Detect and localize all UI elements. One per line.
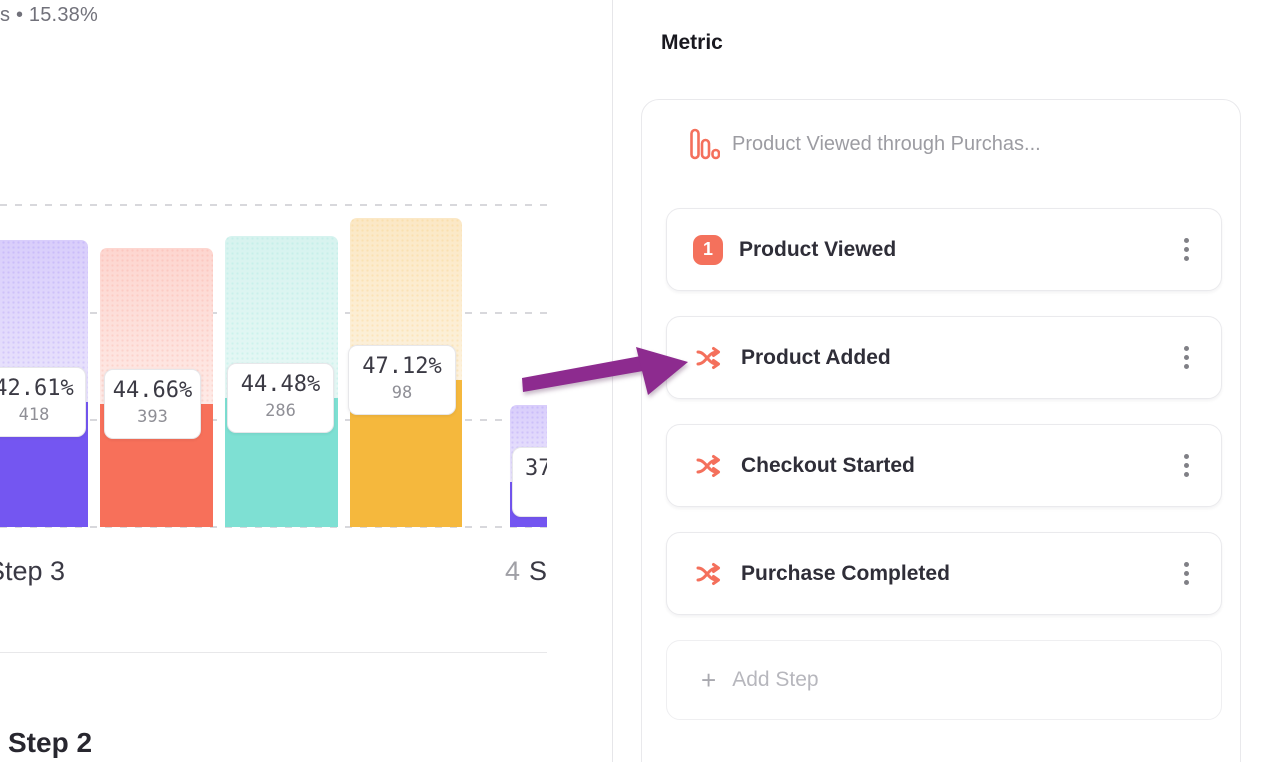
bar-percent: 42.61% bbox=[0, 376, 74, 401]
shuffle-icon bbox=[696, 346, 720, 369]
x-axis-label-step3: Step 3 bbox=[0, 556, 66, 586]
gridline bbox=[0, 526, 547, 528]
step-label: Product Viewed bbox=[739, 237, 897, 261]
bar-count: 286 bbox=[265, 401, 296, 421]
bar-count: 98 bbox=[391, 383, 413, 403]
panel-title: Metric bbox=[661, 31, 723, 54]
bar-count: 393 bbox=[137, 407, 168, 427]
metric-card: Product Viewed through Purchas... 1 Prod… bbox=[641, 99, 1241, 762]
shuffle-icon bbox=[696, 562, 720, 585]
bar-value-label: 42.61% 418 bbox=[0, 367, 86, 437]
bar-percent: 47.12% bbox=[362, 354, 442, 379]
add-step-button[interactable]: + Add Step bbox=[666, 640, 1222, 720]
x-axis-label-step4: 4Step 4 bbox=[505, 556, 547, 586]
step-row-product-added[interactable]: Product Added bbox=[666, 316, 1222, 399]
plus-icon: + bbox=[701, 665, 717, 695]
gridline bbox=[0, 204, 547, 206]
step-menu-kebab-icon[interactable] bbox=[1177, 346, 1195, 369]
section-divider bbox=[0, 652, 547, 653]
step-label: Product Added bbox=[741, 345, 891, 369]
step-label: Purchase Completed bbox=[741, 561, 950, 585]
funnel-histogram-icon bbox=[690, 128, 720, 160]
bar-percent: 37 bbox=[525, 456, 547, 481]
bar-percent: 44.66% bbox=[112, 378, 193, 403]
metric-panel: Metric Product Viewed through Purchas...… bbox=[612, 0, 1264, 762]
step-number-badge: 1 bbox=[693, 234, 723, 265]
bar-value-label: 47.12% 98 bbox=[348, 345, 456, 415]
step-label: Checkout Started bbox=[741, 453, 915, 477]
bottom-section-heading: Step 2 bbox=[8, 727, 93, 758]
step-menu-kebab-icon[interactable] bbox=[1177, 562, 1195, 585]
bar-value-label: 44.66% 393 bbox=[104, 369, 201, 439]
shuffle-icon bbox=[696, 454, 720, 477]
bar-value-label: 44.48% 286 bbox=[227, 363, 334, 433]
annotation-arrow bbox=[522, 347, 688, 395]
conversion-stat-fragment: s • 15.38% bbox=[0, 4, 98, 26]
step-row-purchase-completed[interactable]: Purchase Completed bbox=[666, 532, 1222, 615]
funnel-chart: s • 15.38% 42.61% 418 44.66% 393 44.48% … bbox=[0, 0, 547, 762]
bar-value-label: 37 bbox=[512, 447, 547, 517]
bar-percent: 44.48% bbox=[240, 372, 321, 397]
step-menu-kebab-icon[interactable] bbox=[1177, 238, 1195, 261]
metric-card-header[interactable]: Product Viewed through Purchas... bbox=[642, 100, 1240, 188]
step-row-checkout-started[interactable]: Checkout Started bbox=[666, 424, 1222, 507]
funnel-chart-pane: s • 15.38% 42.61% 418 44.66% 393 44.48% … bbox=[0, 0, 612, 762]
bar-count: 418 bbox=[18, 405, 50, 425]
metric-name: Product Viewed through Purchas... bbox=[732, 132, 1041, 155]
add-step-label: Add Step bbox=[732, 668, 819, 691]
step-row-product-viewed[interactable]: 1 Product Viewed bbox=[666, 208, 1222, 291]
step-menu-kebab-icon[interactable] bbox=[1177, 454, 1195, 477]
